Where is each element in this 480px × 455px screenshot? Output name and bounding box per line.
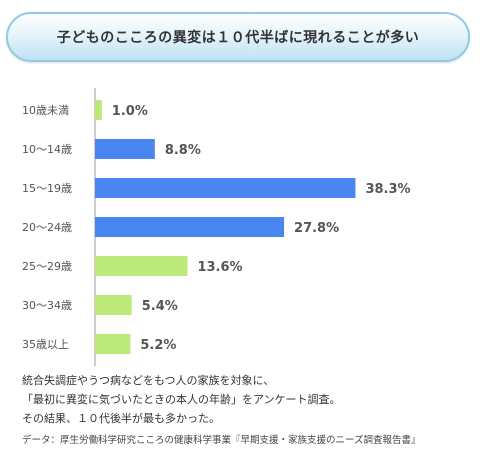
category-label: 15〜19歳 — [22, 182, 72, 195]
category-label: 10〜14歳 — [22, 143, 72, 156]
bar — [95, 256, 188, 276]
bar — [95, 100, 102, 120]
note-line-3: その結果、１０代後半が最も多かった。 — [22, 412, 220, 425]
category-label: 30〜34歳 — [22, 299, 72, 312]
note-line-1: 統合失調症やうつ病などをもつ人の家族を対象に、 — [22, 374, 275, 387]
value-label: 13.6% — [197, 260, 242, 275]
category-label: 25〜29歳 — [22, 260, 72, 273]
value-label: 8.8% — [165, 143, 201, 158]
data-source: データ：厚生労働科学研究こころの健康科学事業『早期支援・家族支援のニーズ調査報告… — [22, 435, 421, 446]
value-label: 5.2% — [140, 338, 176, 353]
bar — [95, 178, 356, 198]
category-label: 10歳未満 — [22, 104, 69, 117]
value-label: 38.3% — [365, 182, 410, 197]
bar — [95, 334, 131, 354]
value-label: 27.8% — [294, 221, 339, 236]
title-banner: 子どものこころの異変は１０代半ばに現れることが多い — [6, 12, 470, 62]
chart-title: 子どものこころの異変は１０代半ばに現れることが多い — [56, 30, 420, 46]
note-line-2: 「最初に異変に気づいたときの本人の年齢」をアンケート調査。 — [22, 393, 341, 406]
value-label: 5.4% — [142, 299, 178, 314]
value-label: 1.0% — [112, 104, 148, 119]
category-label: 35歳以上 — [22, 338, 69, 351]
category-label: 20〜24歳 — [22, 221, 72, 234]
bar — [95, 139, 155, 159]
bar — [95, 295, 132, 315]
bar — [95, 217, 285, 237]
bar-chart: 10歳未満 1.0% 10〜14歳 8.8% 15〜19歳 38.3% 20〜24歳 27.8… — [22, 88, 411, 366]
